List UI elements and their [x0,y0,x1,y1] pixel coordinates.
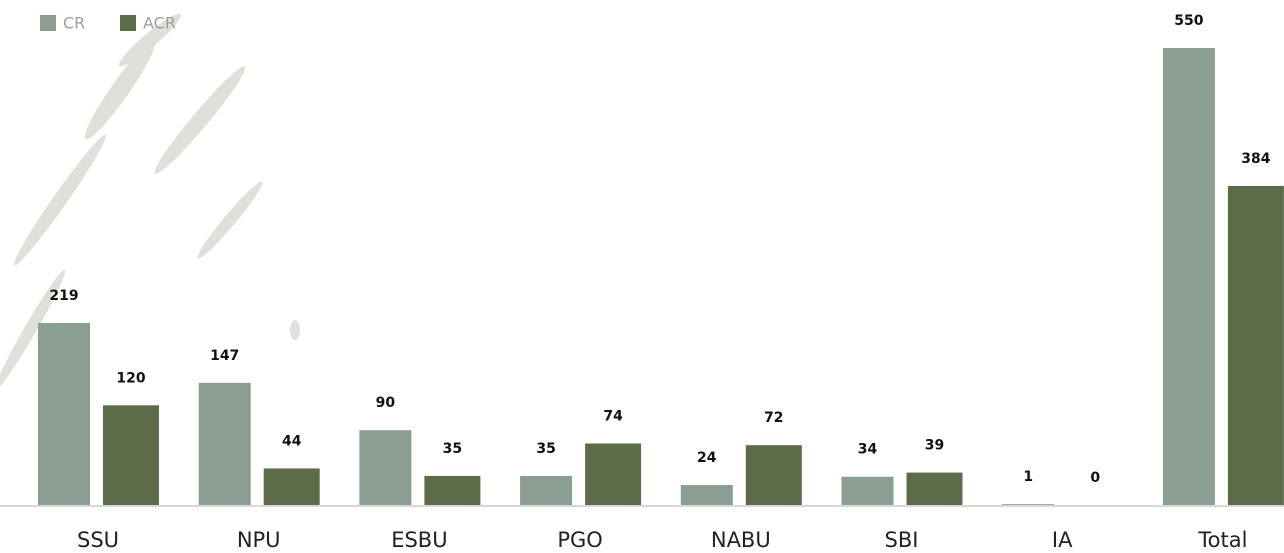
bar [906,472,963,505]
value-label: 90 [376,395,396,411]
x-tick-label: Total [1197,528,1247,552]
legend-label: CR [63,14,85,33]
bar [198,382,251,505]
value-label: 72 [764,410,783,426]
legend: CR ACR [40,14,176,33]
value-label: 39 [925,438,944,454]
value-label: 35 [443,441,462,457]
x-tick-label: IA [1052,528,1073,552]
bar [841,476,894,505]
value-label: 44 [282,433,302,449]
x-tick-label: ESBU [391,528,447,552]
value-label: 34 [858,442,878,458]
bar [520,475,573,505]
bar [680,485,733,505]
legend-swatch [120,15,136,31]
x-tick-label: SSU [77,528,119,552]
bar [424,475,481,505]
bar [359,430,412,505]
value-label: 550 [1174,13,1203,29]
x-tick-label: SBI [885,528,919,552]
value-label: 219 [49,288,78,304]
bar [103,405,159,505]
value-label: 384 [1241,151,1270,167]
bar [38,323,90,505]
x-tick-label: PGO [557,528,602,552]
value-label: 74 [603,409,623,425]
legend-swatch [40,15,56,31]
value-label: 1 [1023,469,1033,485]
x-tick-label: NABU [711,528,771,552]
bar [745,445,802,505]
value-label: 35 [536,441,555,457]
background-texture [0,13,300,391]
bar [263,468,320,505]
value-label: 147 [210,348,239,364]
value-label: 120 [116,370,145,386]
value-label: 24 [697,450,717,466]
bar [1002,504,1055,505]
legend-label: ACR [143,14,176,33]
value-label: 0 [1090,470,1100,486]
bar [585,443,642,505]
bar [1162,48,1215,505]
bar [1227,185,1284,505]
x-tick-label: NPU [237,528,281,552]
